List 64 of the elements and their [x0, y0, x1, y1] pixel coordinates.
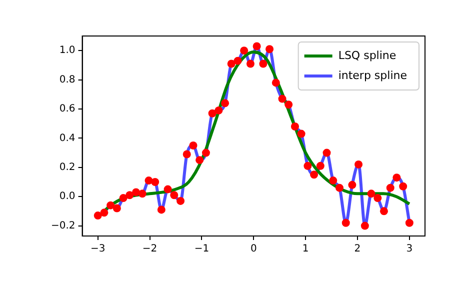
point	[316, 162, 324, 170]
point	[278, 94, 286, 103]
point	[259, 60, 268, 68]
y-tick-label: 0.6	[59, 104, 76, 115]
point	[297, 130, 306, 138]
point	[227, 60, 236, 68]
point	[304, 162, 312, 170]
point	[196, 156, 204, 164]
x-tick-label: 2	[354, 244, 361, 255]
point	[374, 194, 382, 202]
point	[221, 99, 230, 108]
x-tick-label: 3	[406, 244, 413, 255]
point	[100, 208, 108, 217]
point	[119, 194, 128, 202]
point	[354, 160, 363, 168]
point	[380, 207, 388, 216]
x-tick-label: −1	[194, 244, 210, 255]
point	[392, 174, 401, 182]
point	[335, 184, 344, 192]
point	[176, 196, 185, 205]
point	[360, 222, 369, 230]
x-tick-label: 0	[250, 244, 257, 255]
point	[94, 212, 102, 220]
point	[284, 100, 293, 109]
point	[157, 206, 166, 214]
point	[246, 60, 254, 68]
point	[266, 45, 274, 54]
y-tick-label: 0.4	[59, 132, 76, 144]
point	[329, 176, 338, 185]
y-tick-label: 0.8	[59, 74, 76, 86]
point	[138, 190, 146, 198]
y-tick-label: 1.0	[59, 45, 76, 56]
x-tick-label: 1	[302, 244, 309, 255]
point	[112, 204, 121, 212]
point	[164, 185, 172, 194]
point	[310, 170, 318, 179]
point	[386, 184, 394, 192]
point	[126, 191, 134, 200]
x-tick-label: −2	[142, 244, 158, 255]
point	[367, 190, 376, 198]
legend-label: LSQ spline	[338, 48, 396, 62]
point	[151, 178, 160, 186]
point	[252, 42, 261, 50]
point	[106, 201, 115, 210]
point	[202, 148, 210, 157]
point	[399, 182, 408, 190]
x-tick-label: −3	[90, 244, 106, 255]
y-tick-label: 0.2	[59, 162, 76, 173]
point	[189, 141, 198, 150]
point	[214, 106, 223, 114]
legend-label: interp spline	[338, 68, 408, 82]
point	[342, 218, 350, 227]
point	[234, 56, 242, 65]
point	[322, 148, 331, 157]
point	[272, 78, 280, 87]
point	[208, 109, 216, 118]
point	[290, 122, 299, 131]
point	[170, 191, 178, 200]
point	[405, 218, 414, 227]
y-tick-label: −0.2	[50, 220, 76, 232]
point	[182, 150, 191, 158]
point	[240, 46, 248, 55]
y-tick-label: 0.0	[59, 191, 76, 202]
point	[348, 180, 356, 189]
